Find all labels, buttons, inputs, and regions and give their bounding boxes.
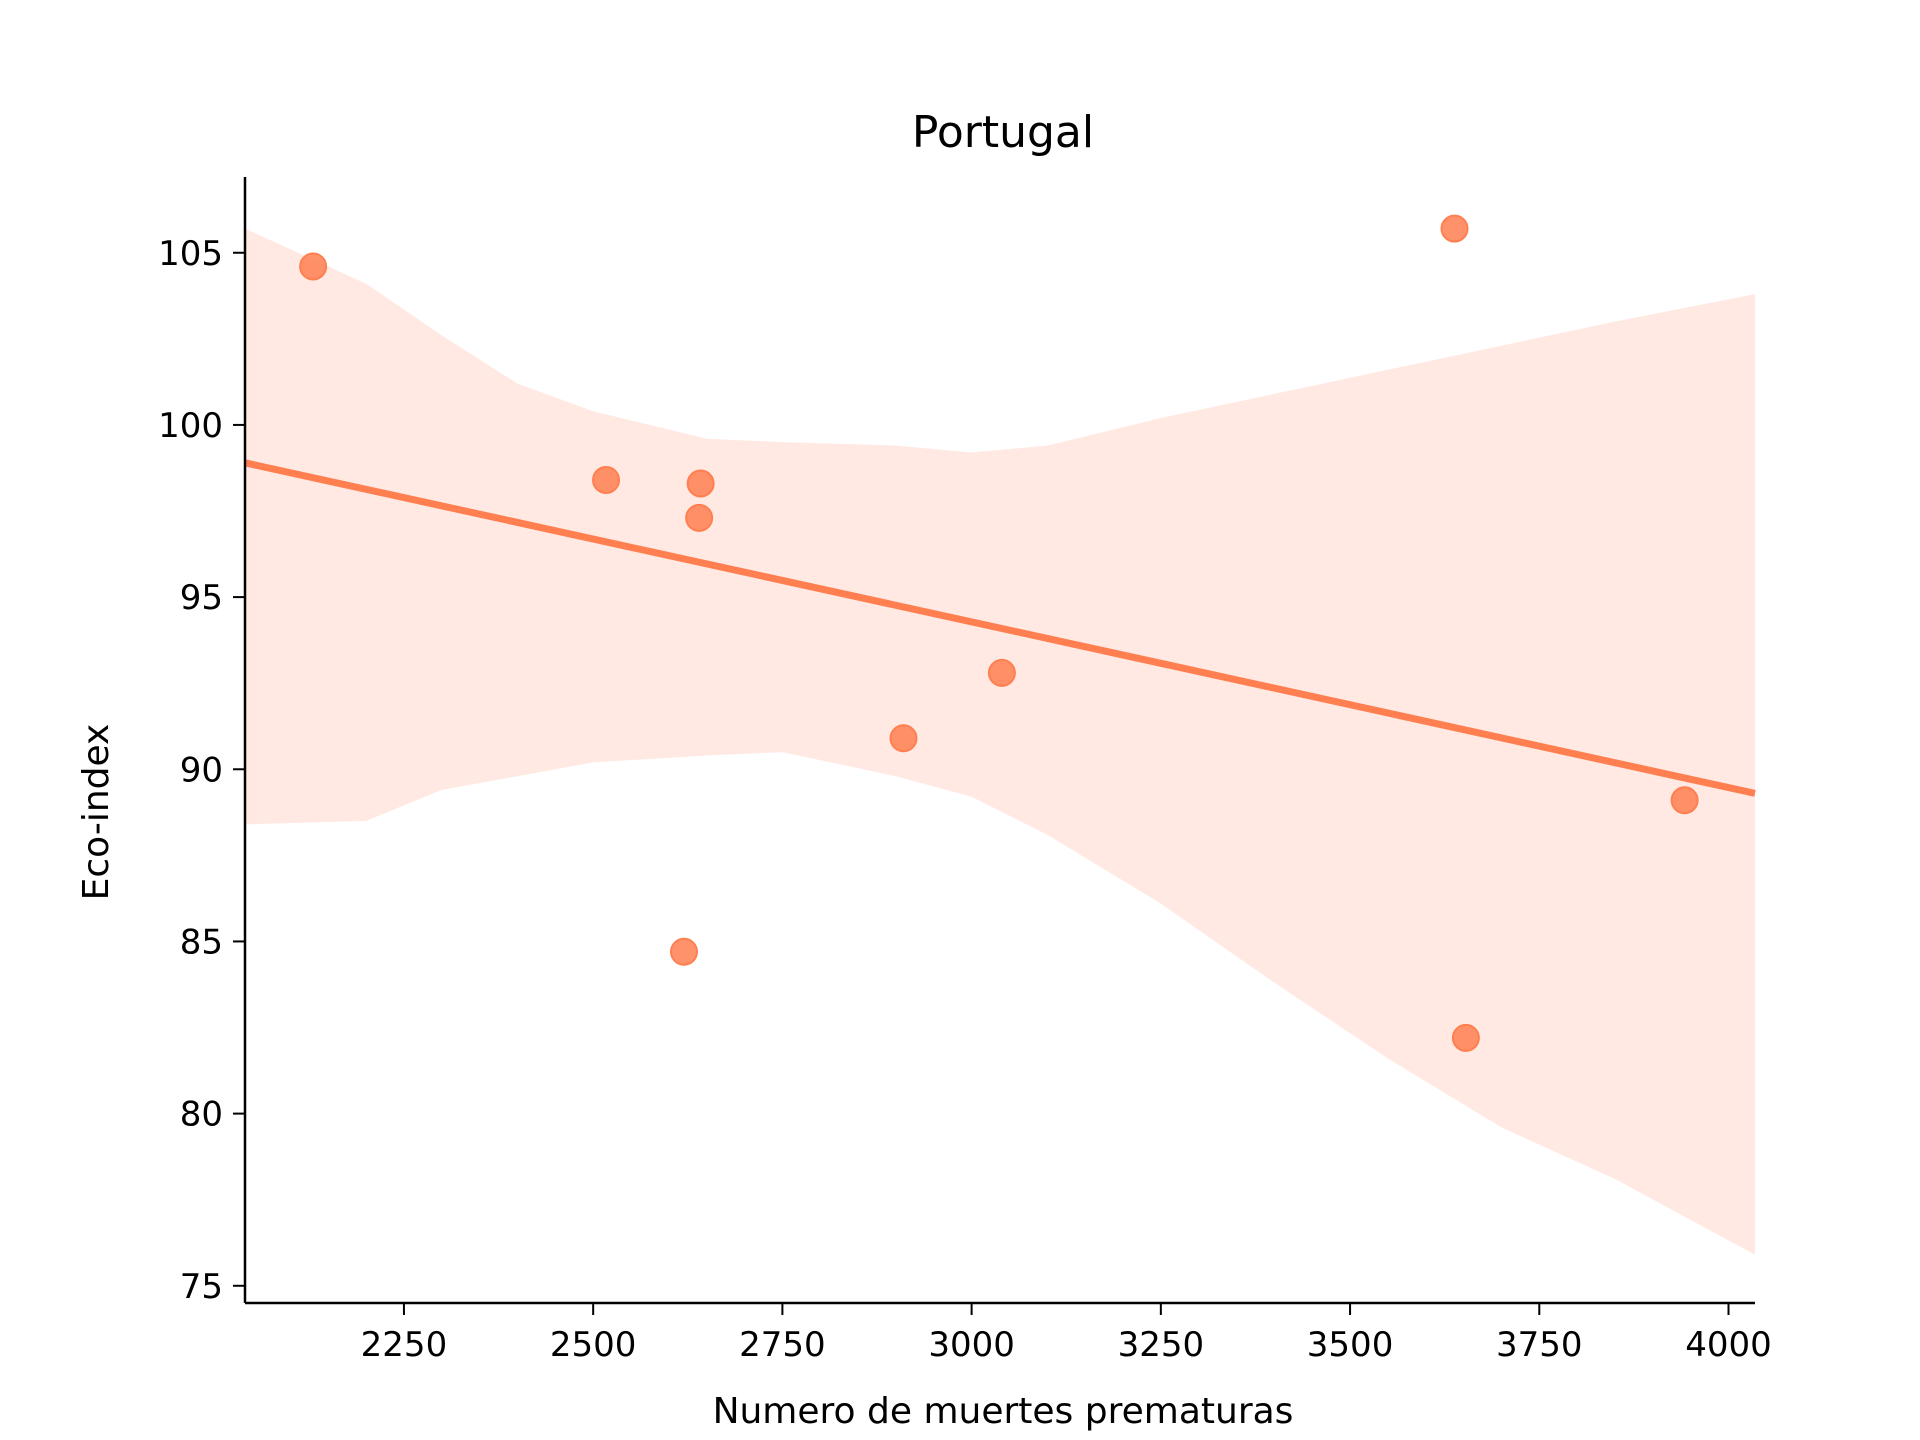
y-tick-label: 90: [180, 750, 223, 790]
x-tick-label: 3000: [928, 1325, 1015, 1365]
confidence-band-layer: [245, 228, 1755, 1255]
data-point: [1670, 786, 1699, 815]
y-tick-label: 105: [158, 234, 223, 274]
data-point: [1440, 214, 1469, 243]
y-axis-label: Eco-index: [76, 724, 117, 901]
data-points-layer: [299, 214, 1699, 1052]
y-tick-label: 100: [158, 406, 223, 446]
x-tick-label: 3500: [1307, 1325, 1394, 1365]
data-point: [889, 724, 918, 753]
regression-line-layer: [244, 459, 1756, 797]
chart-title: Portugal: [912, 107, 1094, 158]
y-tick-label: 80: [180, 1095, 223, 1135]
data-point: [685, 503, 714, 532]
x-tick-label: 3250: [1118, 1325, 1205, 1365]
axes: 2250 2500 2750 3000 3250 3500 3750 4000 75 80 85 90…: [158, 177, 1772, 1365]
x-tick-label: 4000: [1685, 1325, 1772, 1365]
y-tick-label: 95: [180, 578, 223, 618]
confidence-band: [245, 228, 1755, 1255]
data-point: [299, 252, 328, 281]
data-point: [669, 937, 698, 966]
data-point: [686, 469, 715, 498]
x-axis-label: Numero de muertes prematuras: [713, 1391, 1294, 1432]
data-point: [987, 658, 1016, 687]
data-point: [592, 466, 621, 495]
x-tick-label: 2250: [361, 1325, 448, 1365]
data-point: [1451, 1023, 1480, 1052]
x-tick-label: 2500: [550, 1325, 637, 1365]
y-tick-label: 85: [180, 922, 223, 962]
y-tick-label: 75: [180, 1267, 223, 1307]
regression-line: [244, 459, 1756, 797]
x-tick-label: 2750: [739, 1325, 826, 1365]
x-tick-label: 3750: [1496, 1325, 1583, 1365]
